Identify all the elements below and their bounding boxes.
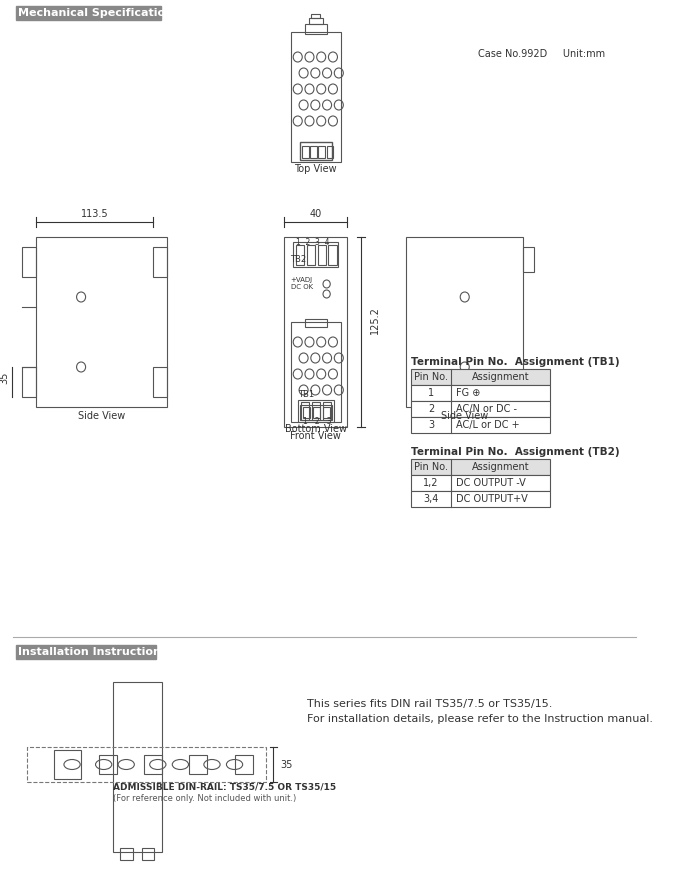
Bar: [141, 848, 154, 860]
Bar: [16, 645, 156, 659]
Bar: [411, 491, 550, 507]
Bar: [293, 242, 338, 267]
Bar: [300, 142, 332, 160]
Text: 1: 1: [428, 388, 434, 398]
Text: Front View: Front View: [290, 431, 341, 441]
Text: ADMISSIBLE DIN-RAIL: TS35/7.5 OR TS35/15: ADMISSIBLE DIN-RAIL: TS35/7.5 OR TS35/15: [113, 782, 336, 791]
Bar: [16, 6, 160, 20]
Bar: [303, 407, 310, 418]
Bar: [310, 146, 316, 158]
Bar: [36, 237, 167, 407]
Text: This series fits DIN rail TS35/7.5 or TS35/15.: This series fits DIN rail TS35/7.5 or TS…: [307, 699, 552, 709]
Text: 2: 2: [428, 404, 434, 414]
Text: TB1: TB1: [298, 390, 314, 399]
Text: Terminal Pin No.  Assignment (TB1): Terminal Pin No. Assignment (TB1): [411, 357, 620, 367]
Bar: [524, 372, 534, 397]
Bar: [190, 755, 207, 774]
Bar: [312, 402, 321, 420]
Bar: [300, 405, 332, 420]
Bar: [524, 247, 534, 272]
Text: Assignment: Assignment: [472, 372, 530, 382]
Text: (For reference only. Not included with unit.): (For reference only. Not included with u…: [113, 794, 296, 803]
Text: AC/L or DC +: AC/L or DC +: [456, 420, 519, 430]
Text: Installation Instruction: Installation Instruction: [18, 647, 161, 657]
Bar: [305, 24, 327, 34]
Bar: [323, 407, 330, 418]
Bar: [144, 755, 162, 774]
Bar: [307, 245, 315, 265]
Text: 1,2: 1,2: [423, 478, 439, 488]
Bar: [328, 245, 337, 265]
Bar: [284, 237, 347, 427]
Text: Mechanical Specification: Mechanical Specification: [18, 8, 173, 18]
Bar: [318, 245, 326, 265]
Text: Pin No.: Pin No.: [414, 372, 448, 382]
Text: Top View: Top View: [295, 164, 337, 174]
Text: DC OUTPUT+V: DC OUTPUT+V: [456, 494, 528, 504]
Text: +VADJ: +VADJ: [290, 277, 313, 283]
Text: 1   2   3: 1 2 3: [303, 417, 332, 426]
Text: 125.2: 125.2: [370, 306, 380, 334]
Bar: [411, 369, 550, 385]
Text: Terminal Pin No.  Assignment (TB2): Terminal Pin No. Assignment (TB2): [411, 447, 620, 457]
Bar: [411, 417, 550, 433]
Text: AC/N or DC -: AC/N or DC -: [456, 404, 517, 414]
Text: 35: 35: [281, 759, 293, 769]
Text: 1  2  3  4: 1 2 3 4: [296, 238, 330, 247]
Bar: [323, 402, 331, 420]
Bar: [411, 459, 550, 475]
Text: Bottom View: Bottom View: [285, 424, 346, 434]
Bar: [298, 400, 334, 422]
Bar: [411, 401, 550, 417]
Bar: [22, 367, 36, 397]
Bar: [312, 14, 321, 18]
Bar: [302, 146, 309, 158]
Bar: [411, 475, 550, 491]
Bar: [27, 747, 266, 782]
Bar: [291, 322, 341, 422]
Bar: [291, 32, 341, 162]
Text: DC OUTPUT -V: DC OUTPUT -V: [456, 478, 526, 488]
Text: Side View: Side View: [78, 411, 125, 421]
Bar: [305, 319, 327, 327]
Bar: [234, 755, 253, 774]
Text: For installation details, please refer to the Instruction manual.: For installation details, please refer t…: [307, 714, 653, 724]
Text: Side View: Side View: [441, 411, 489, 421]
Bar: [120, 848, 132, 860]
Text: 113.5: 113.5: [80, 209, 108, 219]
Bar: [313, 407, 321, 418]
Text: Assignment: Assignment: [472, 462, 530, 472]
Bar: [327, 146, 333, 158]
Text: 40: 40: [309, 209, 322, 219]
Bar: [318, 146, 325, 158]
Bar: [153, 367, 167, 397]
Text: 3: 3: [428, 420, 434, 430]
Bar: [153, 247, 167, 277]
Bar: [99, 755, 117, 774]
Text: TB2: TB2: [290, 255, 307, 264]
Bar: [406, 237, 524, 407]
Text: Case No.992D     Unit:mm: Case No.992D Unit:mm: [478, 49, 606, 59]
Bar: [54, 750, 81, 779]
Text: 3,4: 3,4: [424, 494, 439, 504]
Text: 35: 35: [0, 372, 9, 384]
Bar: [296, 245, 304, 265]
Bar: [113, 682, 162, 852]
Text: DC OK: DC OK: [290, 284, 313, 290]
Bar: [301, 402, 309, 420]
Bar: [309, 18, 323, 24]
Bar: [411, 385, 550, 401]
Text: Pin No.: Pin No.: [414, 462, 448, 472]
Text: FG ⊕: FG ⊕: [456, 388, 480, 398]
Bar: [22, 247, 36, 277]
